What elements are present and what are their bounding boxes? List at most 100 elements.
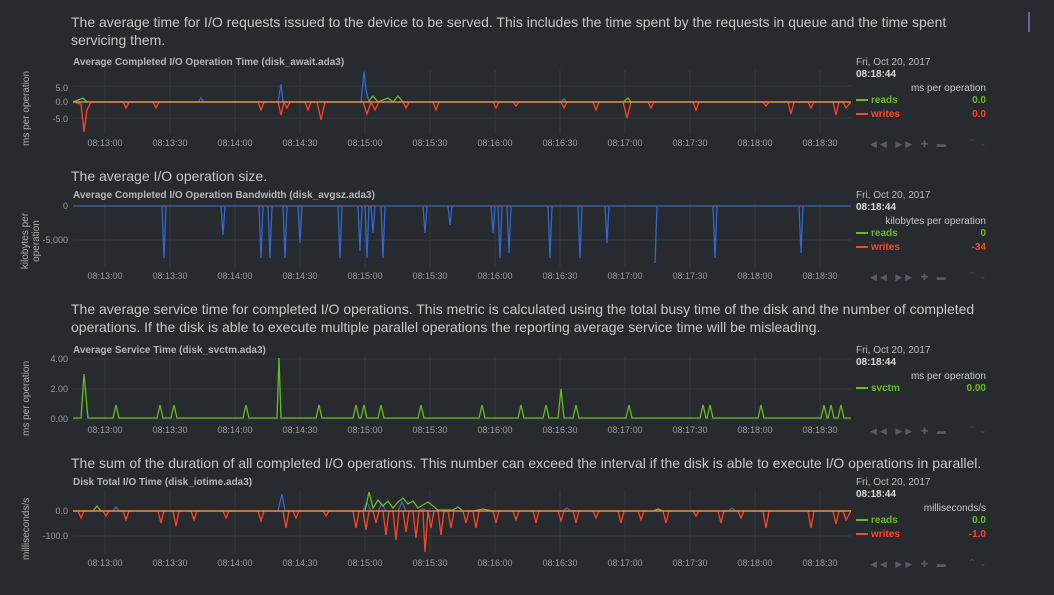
x-tick: 08:13:30 [152, 271, 188, 281]
chart-2-legend: Fri, Oct 20, 2017 08:18:44 kilobytes per… [856, 190, 996, 265]
x-tick: 08:17:00 [607, 271, 643, 281]
chart-1-y-tick: 0.0 [55, 97, 68, 107]
zoom-out-icon[interactable]: ▬ [936, 272, 949, 282]
legend-row-reads[interactable]: reads 0 [856, 227, 996, 241]
chart-2-y-tick: -5,000 [42, 235, 68, 245]
page-scroll-indicator[interactable] [1028, 12, 1030, 32]
legend-series-value: -34 [971, 242, 986, 253]
x-tick: 08:13:00 [87, 425, 123, 435]
pan-left-icon[interactable]: ◀◀ [870, 272, 890, 282]
legend-series-name: writes [871, 529, 900, 540]
legend-series-name: writes [871, 109, 900, 120]
legend-swatch [856, 232, 868, 235]
chevron-down-icon[interactable]: ⌄ [978, 425, 989, 436]
x-tick: 08:16:30 [542, 138, 578, 148]
legend-row-writes[interactable]: writes -34 [856, 241, 996, 255]
x-tick: 08:15:00 [347, 271, 383, 281]
chart-4-description: The sum of the duration of all completed… [71, 455, 982, 471]
legend-swatch [856, 533, 868, 536]
zoom-out-icon[interactable]: ▬ [936, 139, 949, 149]
chevron-down-icon[interactable]: ⌄ [978, 138, 989, 149]
chart-3-description: The average service time for completed I… [71, 301, 975, 335]
legend-row-svctm[interactable]: svctm 0.00 [856, 382, 996, 396]
chart-4-resize: ⌃⌄ [968, 558, 989, 569]
chevron-down-icon[interactable]: ⌄ [978, 271, 989, 282]
zoom-in-icon[interactable]: ✚ [920, 559, 932, 569]
x-tick: 08:16:30 [542, 558, 578, 568]
pan-right-icon[interactable]: ▶▶ [895, 272, 916, 282]
zoom-in-icon[interactable]: ✚ [920, 426, 932, 436]
legend-date: Fri, Oct 20, 2017 [856, 190, 931, 201]
legend-units: ms per operation [910, 83, 986, 94]
chart-4-plot[interactable] [73, 490, 851, 554]
chart-2-plot[interactable] [73, 203, 851, 267]
chevron-down-icon[interactable]: ⌄ [978, 558, 989, 569]
x-tick: 08:18:30 [802, 138, 838, 148]
chart-2-series-blue [73, 205, 851, 264]
legend-row-reads[interactable]: reads 0.0 [856, 94, 996, 108]
pan-left-icon[interactable]: ◀◀ [870, 559, 890, 569]
chart-1-y-tick: 5.0 [55, 83, 68, 93]
x-tick: 08:18:00 [737, 558, 773, 568]
x-tick: 08:15:30 [412, 425, 448, 435]
pan-left-icon[interactable]: ◀◀ [870, 426, 890, 436]
legend-series-name: reads [871, 95, 898, 106]
chart-1-plot[interactable] [73, 70, 851, 134]
chart-3-legend: Fri, Oct 20, 2017 08:18:44 ms per operat… [856, 345, 996, 405]
legend-series-value: 0 [980, 228, 986, 239]
x-tick: 08:13:30 [152, 425, 188, 435]
chevron-up-icon[interactable]: ⌃ [968, 425, 979, 436]
x-tick: 08:13:30 [152, 138, 188, 148]
legend-time: 08:18:44 [856, 357, 897, 368]
chart-1-title: Average Completed I/O Operation Time (di… [73, 57, 345, 68]
chart-3-y-tick: 0.00 [50, 414, 68, 424]
chart-2-y-tick: 0 [62, 201, 68, 211]
legend-date: Fri, Oct 20, 2017 [856, 477, 931, 488]
chevron-up-icon[interactable]: ⌃ [968, 558, 979, 569]
chart-3-title: Average Service Time (disk_svctm.ada3) [73, 345, 266, 356]
legend-time: 08:18:44 [856, 69, 897, 80]
pan-left-icon[interactable]: ◀◀ [870, 139, 890, 149]
x-tick: 08:17:30 [672, 138, 708, 148]
chart-1-description: The average time for I/O requests issued… [71, 14, 947, 48]
chart-3-plot[interactable] [73, 356, 851, 420]
chart-3-resize: ⌃⌄ [968, 425, 989, 436]
chart-1-toolbox: ◀◀ ▶▶ ✚ ▬ [870, 139, 949, 150]
x-tick: 08:13:00 [87, 138, 123, 148]
legend-row-writes[interactable]: writes -1.0 [856, 528, 996, 542]
chart-1-legend: Fri, Oct 20, 2017 08:18:44 ms per operat… [856, 57, 996, 132]
x-tick: 08:14:30 [282, 271, 318, 281]
x-tick: 08:14:00 [217, 425, 253, 435]
x-tick: 08:14:30 [282, 425, 318, 435]
pan-right-icon[interactable]: ▶▶ [895, 139, 916, 149]
x-tick: 08:17:30 [672, 425, 708, 435]
chevron-up-icon[interactable]: ⌃ [968, 271, 979, 282]
zoom-out-icon[interactable]: ▬ [936, 559, 949, 569]
chart-4-legend: Fri, Oct 20, 2017 08:18:44 milliseconds/… [856, 477, 996, 553]
chart-1-series-blue [73, 71, 851, 103]
x-tick: 08:14:30 [282, 558, 318, 568]
zoom-in-icon[interactable]: ✚ [920, 272, 932, 282]
pan-right-icon[interactable]: ▶▶ [895, 559, 916, 569]
legend-row-writes[interactable]: writes 0.0 [856, 108, 996, 122]
chart-4-series-writes [73, 510, 851, 553]
legend-time: 08:18:44 [856, 489, 897, 500]
x-tick: 08:17:00 [607, 558, 643, 568]
x-tick: 08:15:00 [347, 558, 383, 568]
legend-series-value: -1.0 [968, 529, 986, 540]
legend-time: 08:18:44 [856, 202, 897, 213]
chart-3-toolbox: ◀◀ ▶▶ ✚ ▬ [870, 426, 949, 437]
pan-right-icon[interactable]: ▶▶ [895, 426, 916, 436]
x-tick: 08:15:30 [412, 138, 448, 148]
legend-series-value: 0.0 [972, 515, 986, 526]
legend-series-name: reads [871, 515, 898, 526]
zoom-out-icon[interactable]: ▬ [936, 426, 949, 436]
x-tick: 08:17:00 [607, 138, 643, 148]
chevron-up-icon[interactable]: ⌃ [968, 138, 979, 149]
x-tick: 08:16:00 [477, 425, 513, 435]
chart-1-series-writes [73, 100, 851, 133]
chart-1-series-reads [73, 94, 851, 103]
legend-row-reads[interactable]: reads 0.0 [856, 514, 996, 528]
legend-swatch [856, 387, 868, 390]
zoom-in-icon[interactable]: ✚ [920, 139, 932, 149]
